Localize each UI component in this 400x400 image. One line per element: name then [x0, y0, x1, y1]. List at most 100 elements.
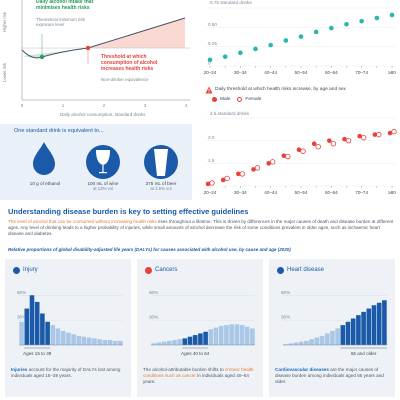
- bar: [107, 340, 113, 345]
- bar: [50, 325, 56, 345]
- bar: [244, 326, 250, 345]
- scatter2-title: Daily threshold at which health risks in…: [215, 87, 346, 92]
- bar: [81, 336, 87, 345]
- data-point: [207, 57, 213, 63]
- bar: [86, 337, 92, 345]
- section-paragraph: The level of alcohol that can be consume…: [8, 219, 396, 237]
- data-point: [327, 138, 332, 143]
- ytick-label: 60%: [17, 290, 26, 295]
- standard-drink-heading: One standard drink is equivalent to...: [14, 128, 104, 134]
- drink-item-0: 10 g of ethanol: [29, 181, 61, 186]
- bar: [335, 328, 340, 345]
- ann-min-sub: Theoretical minimum risk exposure level: [36, 17, 85, 28]
- xtick-3: 3: [144, 103, 147, 108]
- para-rest: rises throughout a lifetime. This is dri…: [8, 219, 394, 236]
- xtick-label: 30–34: [234, 70, 247, 75]
- ytick-label: 30%: [149, 315, 158, 320]
- caption-injury: Injuries account for the majority of DAL…: [11, 367, 121, 378]
- bar: [366, 308, 372, 345]
- data-point: [268, 42, 273, 48]
- data-point: [251, 167, 256, 172]
- bar: [239, 325, 245, 345]
- data-point: [205, 181, 211, 187]
- data-point: [344, 21, 349, 27]
- data-point: [298, 34, 304, 39]
- bar: [76, 335, 82, 345]
- ylabel-high: Higher risk: [2, 11, 7, 32]
- panel-injury: Injury 60% 30% Ages 15 to 39 Injuries acco…: [5, 259, 131, 397]
- section-subheading: Relative proportions of global disabilit…: [8, 247, 291, 252]
- bar: [60, 330, 66, 345]
- data-point: [311, 141, 317, 146]
- caption-cancers: The alcohol-attributable burden shifts t…: [143, 367, 254, 384]
- drink-icons: [33, 142, 178, 179]
- xtick-label: 20–24: [204, 70, 217, 75]
- caption-heart: Cardiovascular diseases are the major ca…: [275, 367, 384, 384]
- alert-icon: [205, 86, 213, 94]
- bar-chart-cancers: 60% 30% Ages 40 to 64: [149, 290, 255, 356]
- ylabel-low: Lower risk: [2, 62, 7, 82]
- data-point: [372, 132, 378, 137]
- xtick-label: 50–54: [295, 190, 308, 195]
- bar: [166, 340, 172, 345]
- xtick-2: 2: [103, 103, 106, 108]
- bar: [309, 339, 314, 345]
- bar: [340, 325, 346, 345]
- bar: [371, 305, 377, 345]
- data-point: [220, 177, 226, 183]
- para-highlight: The level of alcohol that can be consume…: [8, 219, 157, 224]
- bar: [203, 331, 208, 345]
- bar: [324, 333, 330, 345]
- data-point: [360, 134, 367, 141]
- bar: [283, 344, 288, 345]
- xlabel: Daily alcohol consumption, standard drin…: [60, 112, 146, 117]
- beer-glass-icon: [154, 149, 168, 176]
- data-point: [253, 46, 258, 52]
- scatter-chart-overall: 0.50 0.25 0 20–24 30–34 40–44 50–54 60–64 70–74 ≥…: [204, 7, 396, 75]
- xtick-label: 40–44: [264, 190, 277, 195]
- ytick-label: 0.25: [208, 41, 217, 46]
- standard-drink-panel: One standard drink is equivalent to... 1…: [0, 124, 192, 200]
- bar: [250, 328, 255, 345]
- heart-icon: [277, 267, 284, 274]
- data-point: [359, 18, 364, 24]
- bar: [319, 335, 325, 345]
- xtick-label: 70–74: [355, 190, 368, 195]
- xtick-label: ≥80: [388, 70, 396, 75]
- panel-cancers: Cancers 60% 30% Ages 40 to 64 The alcohol-…: [137, 259, 263, 397]
- data-point: [313, 29, 319, 35]
- bar: [45, 321, 50, 345]
- bar: [229, 324, 234, 345]
- panel-heart: Heart disease 60% 30% 65 and older Cardiov…: [269, 259, 395, 397]
- xtick-0: 0: [21, 103, 24, 108]
- bar: [55, 328, 61, 345]
- data-point: [391, 128, 397, 135]
- bar: [19, 321, 24, 345]
- bar: [304, 340, 309, 345]
- section-heading: Understanding disease burden is key to s…: [8, 207, 249, 216]
- bar: [71, 334, 76, 345]
- bar: [102, 340, 108, 345]
- xtick-label: 60–64: [325, 190, 338, 195]
- bar: [92, 338, 97, 345]
- cancer-icon: [145, 267, 152, 274]
- data-point: [376, 131, 382, 138]
- xtick-label: 40–44: [264, 70, 277, 75]
- bar: [66, 332, 71, 345]
- panel-title-cancers: Cancers: [155, 267, 178, 273]
- bar: [350, 318, 356, 345]
- data-point: [387, 130, 393, 136]
- data-point: [374, 15, 380, 21]
- data-point: [239, 171, 246, 177]
- bar: [34, 301, 40, 345]
- bar-chart-heart: 60% 30% 65 and older: [281, 290, 387, 356]
- data-point: [269, 159, 276, 165]
- bar: [182, 338, 188, 345]
- bar: [24, 308, 30, 345]
- xtick-label: 60–64: [325, 70, 338, 75]
- legend-female: Female: [245, 97, 262, 102]
- bar: [172, 340, 177, 345]
- panel-title-injury: Injury: [23, 267, 38, 273]
- data-point: [329, 25, 334, 31]
